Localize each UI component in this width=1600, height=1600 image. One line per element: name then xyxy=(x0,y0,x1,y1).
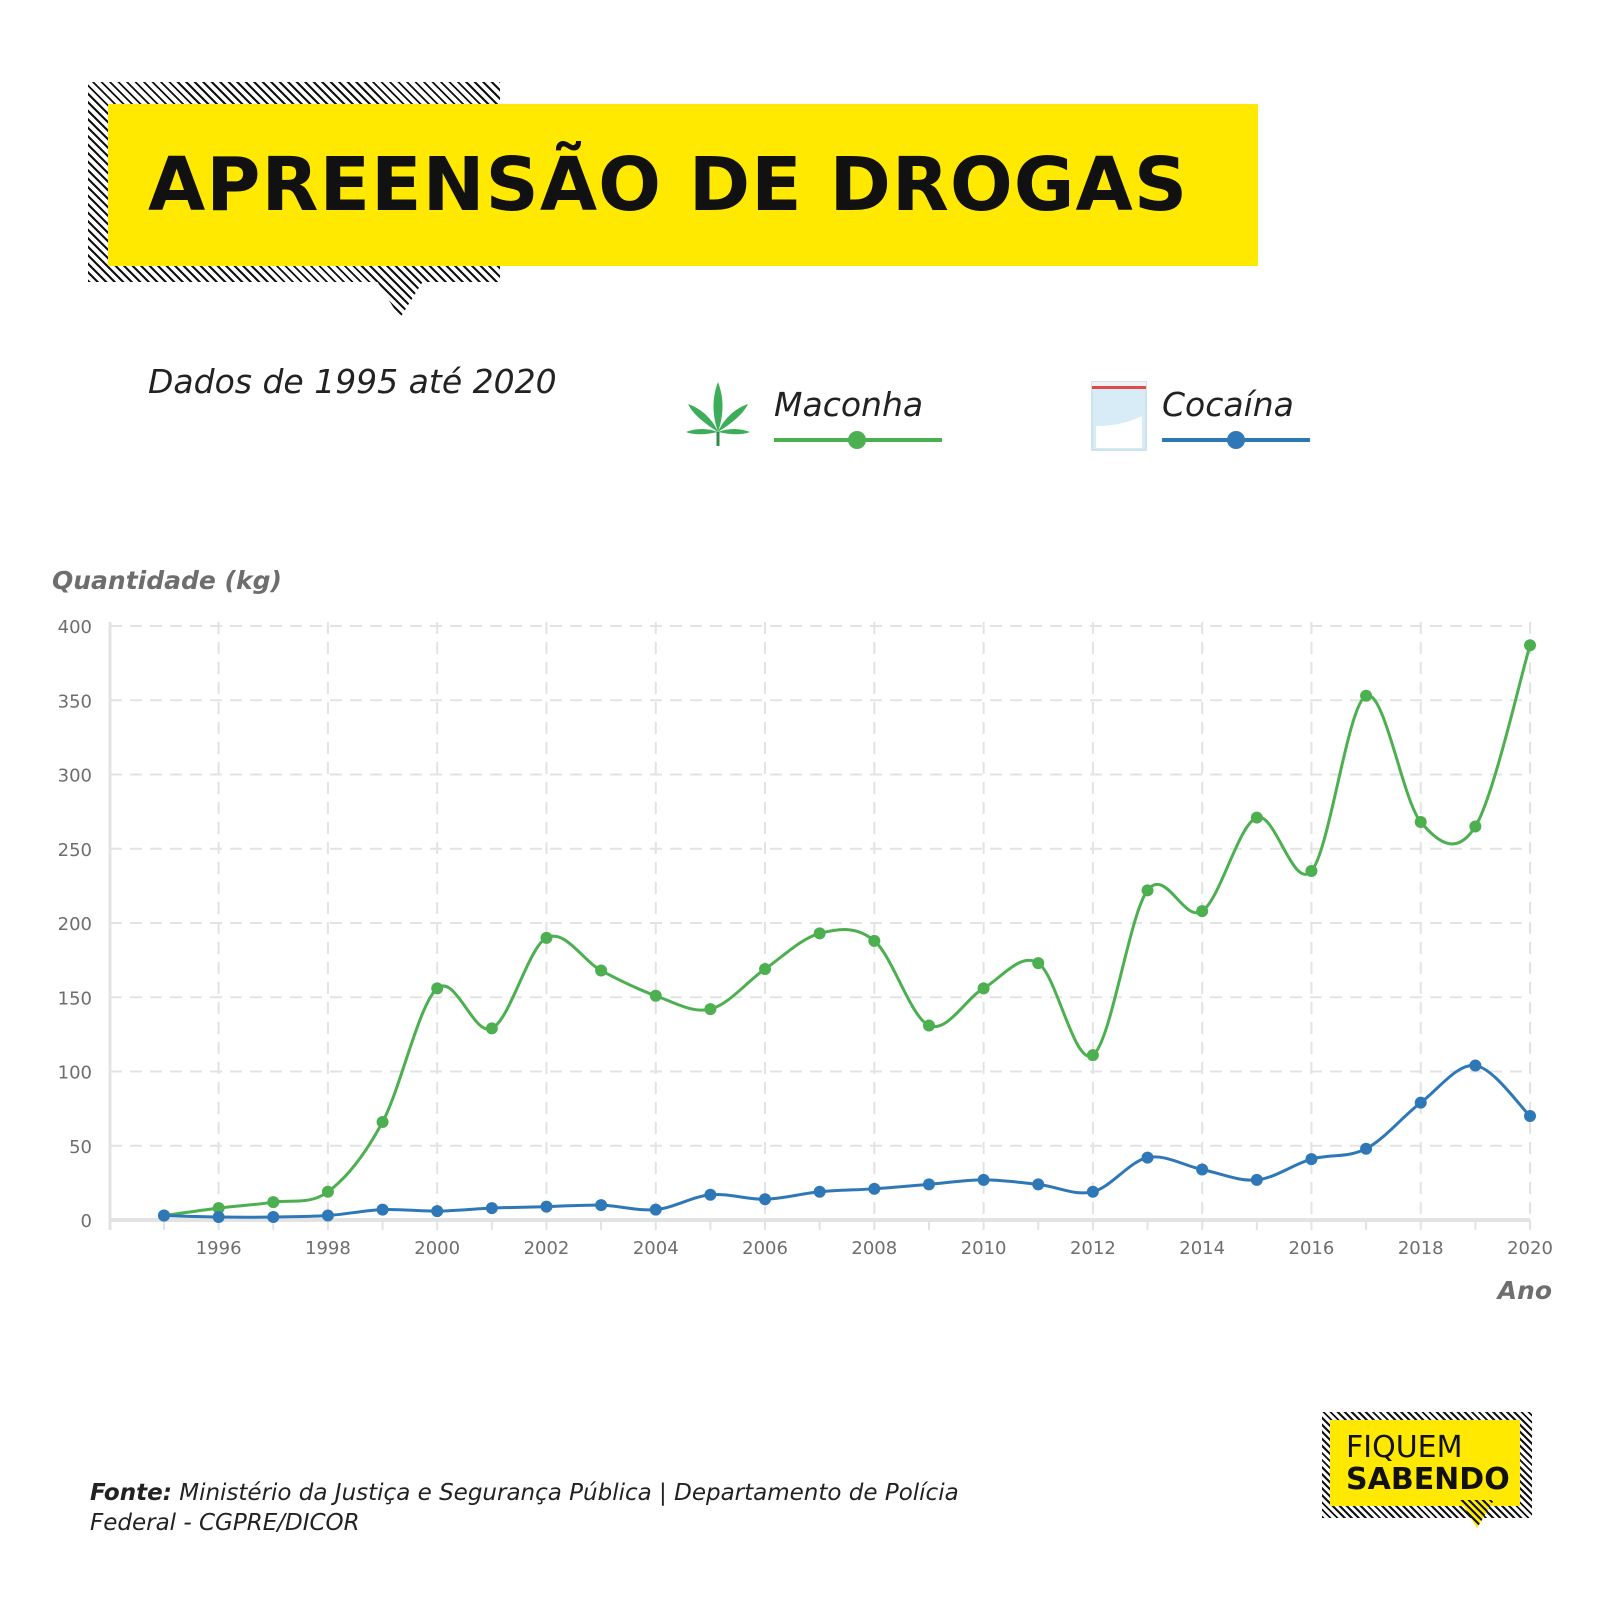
data-point-maconha xyxy=(1305,865,1318,878)
data-point-maconha xyxy=(212,1202,225,1215)
y-axis-title: Quantidade (kg) xyxy=(52,566,282,595)
x-tick-label: 2004 xyxy=(633,1238,679,1259)
legend-marker-maconha xyxy=(848,431,866,449)
logo-text-line2: SABENDO xyxy=(1346,1462,1510,1497)
series-line-cocaina xyxy=(163,1064,1532,1219)
x-axis-title: Ano xyxy=(1497,1276,1552,1305)
title-banner: APREENSÃO DE DROGAS xyxy=(108,104,1258,266)
data-point-cocaina xyxy=(158,1209,170,1222)
data-point-cocaina xyxy=(267,1211,280,1224)
y-tick-label: 50 xyxy=(69,1137,92,1158)
y-tick-label: 300 xyxy=(58,766,92,787)
data-point-maconha xyxy=(540,931,553,944)
data-point-maconha xyxy=(1469,820,1482,833)
data-point-cocaina xyxy=(376,1203,389,1216)
data-point-cocaina xyxy=(1250,1173,1263,1186)
data-point-cocaina xyxy=(759,1193,772,1206)
data-point-cocaina xyxy=(1524,1110,1536,1123)
data-point-maconha xyxy=(649,989,662,1002)
source-label: Fonte: xyxy=(90,1480,172,1506)
y-tick-label: 150 xyxy=(58,988,92,1009)
x-tick-label: 2006 xyxy=(742,1238,788,1259)
data-point-cocaina xyxy=(1469,1059,1482,1072)
data-point-cocaina xyxy=(1196,1163,1209,1176)
legend-label-maconha: Maconha xyxy=(774,385,924,424)
data-point-cocaina xyxy=(1360,1142,1373,1155)
data-point-maconha xyxy=(485,1022,498,1035)
y-tick-label: 200 xyxy=(58,914,92,935)
data-point-maconha xyxy=(321,1185,334,1198)
x-tick-label: 2020 xyxy=(1507,1238,1553,1259)
x-tick-label: 2002 xyxy=(524,1238,570,1259)
data-point-cocaina xyxy=(922,1178,935,1191)
data-point-cocaina xyxy=(485,1202,498,1215)
data-point-maconha xyxy=(759,963,772,976)
x-tick-label: 2016 xyxy=(1289,1238,1335,1259)
y-tick-label: 250 xyxy=(58,840,92,861)
y-tick-label: 350 xyxy=(58,691,92,712)
data-point-maconha xyxy=(1196,905,1209,918)
data-point-maconha xyxy=(868,934,881,947)
data-point-cocaina xyxy=(1305,1153,1318,1166)
brand-logo xyxy=(1330,1420,1520,1506)
cannabis-leaf-icon xyxy=(686,382,750,446)
data-point-maconha xyxy=(1032,957,1045,970)
data-point-maconha xyxy=(595,964,608,977)
data-point-maconha xyxy=(704,1003,717,1016)
data-point-cocaina xyxy=(212,1211,225,1224)
y-tick-label: 100 xyxy=(58,1063,92,1084)
data-point-maconha xyxy=(1414,816,1427,829)
data-point-cocaina xyxy=(868,1182,881,1195)
data-point-cocaina xyxy=(977,1173,990,1186)
data-point-cocaina xyxy=(649,1203,662,1216)
data-point-maconha xyxy=(922,1019,935,1032)
legend-marker-cocaina xyxy=(1227,431,1245,449)
data-point-maconha xyxy=(1250,811,1263,824)
logo-text-line1: FIQUEM xyxy=(1346,1430,1463,1465)
data-point-maconha xyxy=(376,1115,389,1128)
data-point-cocaina xyxy=(704,1188,717,1201)
data-point-maconha xyxy=(1086,1049,1099,1062)
data-point-cocaina xyxy=(540,1200,553,1213)
data-point-maconha xyxy=(1360,689,1373,702)
x-tick-label: 2008 xyxy=(851,1238,897,1259)
x-tick-label: 2018 xyxy=(1398,1238,1444,1259)
data-point-maconha xyxy=(977,982,990,995)
legend-label-cocaina: Cocaína xyxy=(1162,385,1294,424)
data-point-cocaina xyxy=(813,1185,826,1198)
data-point-maconha xyxy=(267,1196,280,1209)
powder-bag-icon xyxy=(1091,381,1147,451)
x-tick-label: 2012 xyxy=(1070,1238,1116,1259)
data-point-cocaina xyxy=(1141,1151,1154,1164)
y-tick-label: 0 xyxy=(81,1211,92,1232)
data-point-maconha xyxy=(431,982,444,995)
data-point-cocaina xyxy=(431,1205,444,1218)
data-point-maconha xyxy=(813,927,826,940)
series-line-maconha xyxy=(163,644,1532,1218)
x-tick-label: 2010 xyxy=(961,1238,1007,1259)
source-note: Fonte: Ministério da Justiça e Segurança… xyxy=(90,1478,990,1538)
y-tick-label: 400 xyxy=(58,617,92,638)
data-point-cocaina xyxy=(1414,1096,1427,1109)
subtitle: Dados de 1995 até 2020 xyxy=(148,362,557,401)
source-text: Ministério da Justiça e Segurança Públic… xyxy=(90,1480,959,1536)
data-point-maconha xyxy=(1524,639,1536,652)
data-point-cocaina xyxy=(595,1199,608,1212)
x-tick-label: 1998 xyxy=(305,1238,351,1259)
data-point-cocaina xyxy=(321,1209,334,1222)
x-tick-label: 2000 xyxy=(414,1238,460,1259)
data-point-cocaina xyxy=(1032,1178,1045,1191)
x-tick-label: 1996 xyxy=(196,1238,242,1259)
x-tick-label: 2014 xyxy=(1179,1238,1225,1259)
data-point-cocaina xyxy=(1086,1185,1099,1198)
page-title: APREENSÃO DE DROGAS xyxy=(148,142,1189,228)
data-point-maconha xyxy=(1141,884,1154,897)
